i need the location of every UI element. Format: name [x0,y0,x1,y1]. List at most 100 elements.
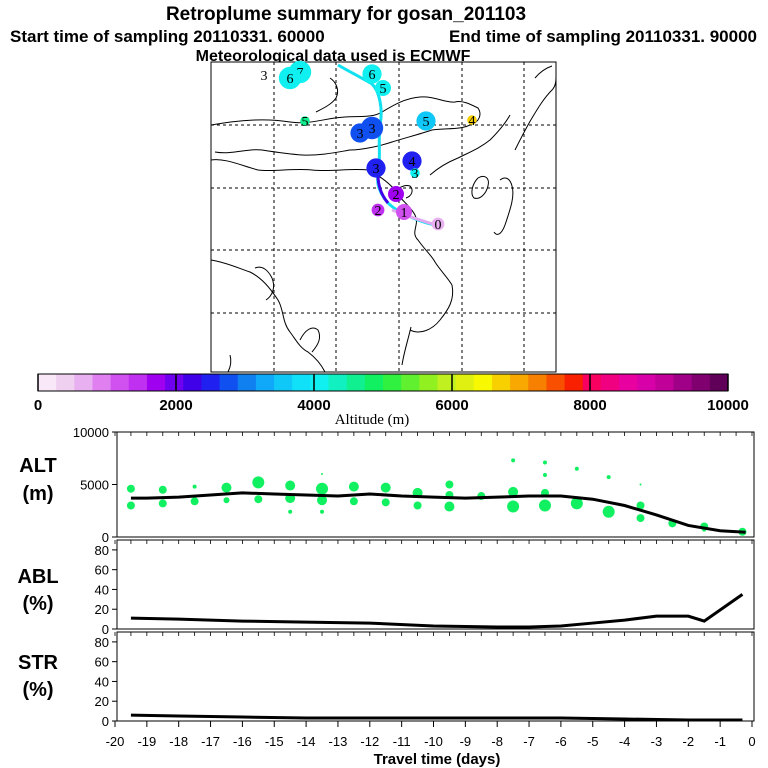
alt-scatter-point [602,505,615,518]
abl-panel: ABL (%) 80 60 40 20 0 [17,539,755,637]
colorbar-cell [74,374,93,391]
colorbar-cell [38,374,57,391]
plume-point [300,116,310,126]
alt-scatter-point [126,501,135,510]
met-data-label: Meteorological data used is ECMWF [196,48,471,65]
colorbar-tick-label: 2000 [159,397,192,414]
alt-scatter-point [639,483,642,486]
x-tick-label: -16 [233,734,252,749]
map-frame [210,61,557,373]
alt-scatter-point [511,458,516,463]
colorbar-cell [183,374,202,391]
str-yticks: 80 60 40 20 0 [95,635,117,729]
x-tick-label: -4 [619,734,631,749]
plume-point-label: 4 [409,155,416,170]
alt-panel-frame [116,431,755,538]
x-tick-label: -6 [555,734,567,749]
colorbar-tick-label: 0 [34,397,42,414]
colorbar-cell [128,374,148,391]
plume-points: 76655544433332210 [278,60,477,233]
colorbar-cell [310,374,330,391]
str-ytick-label: 80 [95,635,109,650]
x-axis-label: Travel time (days) [374,751,501,768]
plume-point-label: 6 [369,68,376,83]
alt-ylabel-line2: (m) [22,483,53,505]
start-time-label: Start time of sampling 20110331. 60000 [10,27,325,46]
alt-scatter-point [380,482,391,493]
abl-ytick-label: 0 [102,622,109,637]
x-tick-label: -5 [587,734,599,749]
plume-point [375,80,391,96]
colorbar-cell [346,374,366,391]
plume-point-label: 3 [412,167,419,182]
colorbar-cell [274,374,293,391]
colorbar-cell [146,374,166,391]
str-ytick-label: 60 [95,655,109,670]
alt-ytick-label: 0 [102,530,109,545]
colorbar-cell [201,374,221,391]
abl-ytick-label: 40 [95,582,109,597]
colorbar-cell [364,374,384,391]
plume-point [431,217,445,231]
plume-point-label: 4 [469,114,476,129]
x-tick-label: -20 [106,734,125,749]
alt-scatter-point [636,501,645,510]
x-axis-ticks: -20 -19 -18 -17 -16 -15 -14 -13 -12 -11 -10 -9 -8 -7-… [106,432,756,749]
alt-scatter-point [254,495,263,504]
plume-point-label: 3 [357,127,364,142]
str-panel-frame [116,631,755,722]
plume-point-label: 2 [393,188,400,203]
plume-point [371,203,385,217]
alt-scatter-point [349,497,358,506]
str-ytick-label: 40 [95,674,109,689]
alt-scatter-point [221,482,232,493]
colorbar-label: Altitude (m) [335,412,410,428]
colorbar-cell [237,374,257,391]
abl-ytick-label: 60 [95,563,109,578]
colorbar-cell [673,374,693,391]
plume-point [402,151,422,171]
abl-ytick-label: 20 [95,602,109,617]
alt-scatter-point [542,473,547,478]
plume-point-label: 2 [375,204,382,219]
abl-yticks: 80 60 40 20 0 [95,543,117,637]
alt-scatter-point [445,480,454,489]
plume-track-mid [376,174,390,204]
figure-title: Retroplume summary for gosan_201103 [166,4,526,25]
plume-point-label: 0 [435,218,442,233]
alt-scatter-point [542,460,547,465]
alt-mean-line [130,491,746,534]
plume-point-label: 5 [380,82,387,97]
plume-point [278,66,302,90]
colorbar-cell [691,374,711,391]
alt-scatter-point [606,475,611,480]
colorbar-cell [292,374,311,391]
plume-point [366,158,386,178]
x-tick-label: -1 [714,734,726,749]
alt-scatter-point [285,480,296,491]
colorbar-cell [491,374,511,391]
x-tick-label: -11 [393,734,411,749]
colorbar-cell [92,374,112,391]
colorbar-cell [510,374,529,391]
alt-scatter-point [636,514,645,523]
colorbar-cell [255,374,275,391]
alt-ytick-label: 10000 [73,425,109,440]
end-time-label: End time of sampling 20110331. 90000 [449,27,757,46]
colorbar-cell [637,374,656,391]
plume-point-label: 3 [369,122,376,137]
colorbar-cell [437,374,457,391]
x-tick-label: -14 [297,734,316,749]
alt-scatter-point [288,509,293,514]
colorbar-cell [619,374,638,391]
colorbar-ticks: 0 2000 4000 6000 8000 10000 [34,374,749,414]
colorbar-cell [709,374,729,391]
colorbar-tick-label: 8000 [573,397,606,414]
x-tick-label: -7 [523,734,535,749]
abl-ylabel-line1: ABL [17,566,58,588]
colorbar-tick-label: 10000 [707,397,749,414]
x-tick-label: -2 [683,734,695,749]
colorbar-cell [564,374,584,391]
alt-yticks: 10000 5000 0 [73,425,117,545]
